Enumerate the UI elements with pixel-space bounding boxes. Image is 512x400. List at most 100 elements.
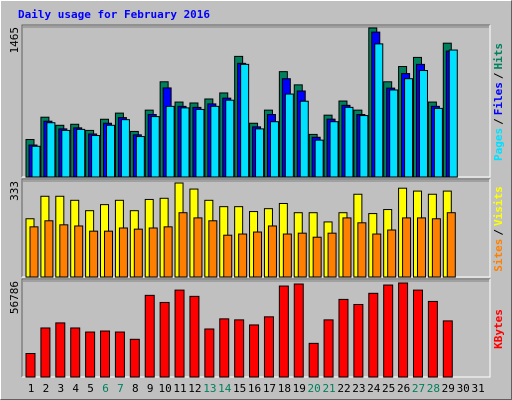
x-tick-label: 16 <box>248 382 261 395</box>
x-tick-label: 21 <box>322 382 335 395</box>
x-tick-label: 30 <box>457 382 470 395</box>
bar <box>163 226 173 278</box>
bar <box>418 70 428 178</box>
bar <box>76 128 86 178</box>
bar <box>263 316 274 378</box>
bar <box>44 220 54 278</box>
bar <box>178 212 188 278</box>
x-tick-label: 24 <box>367 382 381 395</box>
x-tick-label: 14 <box>218 382 232 395</box>
legend-entry: Visits <box>492 186 505 226</box>
x-tick-label: 18 <box>278 382 291 395</box>
x-tick-label: 17 <box>263 382 276 395</box>
y-tick-label: 333 <box>8 181 21 201</box>
bar <box>269 121 279 178</box>
plot-bevel <box>21 278 490 377</box>
bar <box>372 233 382 278</box>
plot-bevel <box>21 178 490 277</box>
bar <box>180 107 190 178</box>
bar <box>374 43 384 178</box>
bar <box>70 327 81 378</box>
bar <box>329 121 339 178</box>
bar <box>144 294 155 378</box>
bar <box>299 100 309 178</box>
bar <box>416 217 426 278</box>
bar <box>208 220 218 278</box>
bar <box>442 320 453 378</box>
bar <box>402 217 412 278</box>
bar <box>135 136 145 178</box>
bar <box>120 119 130 178</box>
bar <box>223 234 233 278</box>
bar <box>89 230 99 278</box>
bar <box>293 283 304 378</box>
bar <box>104 230 114 278</box>
bar <box>118 227 128 278</box>
bar <box>446 212 456 278</box>
legend: Pages / Files / Hits <box>492 43 505 161</box>
bar <box>253 231 263 278</box>
bar <box>225 99 235 178</box>
bar <box>314 139 324 178</box>
bar <box>427 300 438 378</box>
legend-entry: KBytes <box>492 309 505 349</box>
x-tick-label: 23 <box>352 382 365 395</box>
bar <box>189 295 200 378</box>
x-tick-label: 6 <box>102 382 109 395</box>
x-tick-label: 20 <box>308 382 321 395</box>
bar <box>59 224 69 278</box>
y-tick-label: 56786 <box>8 281 21 314</box>
bar <box>85 331 96 378</box>
bar <box>383 284 394 378</box>
legend: Sites / Visits <box>492 186 505 272</box>
x-tick-label: 12 <box>188 382 201 395</box>
bar <box>55 322 66 378</box>
legend-entry: Pages <box>492 128 505 161</box>
bar <box>249 324 260 378</box>
bar <box>91 135 101 178</box>
x-tick-label: 19 <box>293 382 306 395</box>
bar <box>255 128 265 178</box>
bar <box>387 229 397 278</box>
bar <box>359 115 369 178</box>
plot-bevel <box>21 24 490 177</box>
bar <box>433 107 443 178</box>
bar <box>297 232 307 278</box>
bar <box>46 122 56 178</box>
bar <box>308 342 319 378</box>
x-tick-label: 7 <box>117 382 124 395</box>
bar <box>327 232 337 278</box>
bar <box>312 236 322 278</box>
x-tick-label: 5 <box>87 382 94 395</box>
x-tick-label: 25 <box>382 382 395 395</box>
bar <box>342 217 352 278</box>
bar <box>282 233 292 278</box>
y-tick-label: 1465 <box>8 27 21 54</box>
bar <box>240 63 250 178</box>
bar <box>431 218 441 278</box>
bar <box>323 319 334 378</box>
x-tick-label: 27 <box>412 382 425 395</box>
bar <box>357 222 367 278</box>
bar <box>353 303 364 378</box>
bar <box>148 227 158 278</box>
legend-separator: / <box>492 72 505 79</box>
bar <box>238 233 248 278</box>
bar <box>114 331 125 378</box>
x-tick-label: 1 <box>28 382 35 395</box>
bar <box>195 108 205 178</box>
bar <box>344 106 354 178</box>
bar <box>40 327 51 378</box>
bar <box>74 225 84 278</box>
chart-title: Daily usage for February 2016 <box>18 8 210 21</box>
bar <box>398 282 409 378</box>
bar <box>210 105 220 178</box>
legend: KBytes <box>492 309 505 349</box>
x-tick-label: 11 <box>173 382 186 395</box>
x-tick-label: 29 <box>442 382 455 395</box>
x-tick-label: 15 <box>233 382 246 395</box>
x-tick-label: 8 <box>132 382 139 395</box>
bar <box>129 338 140 378</box>
bar <box>389 89 399 178</box>
